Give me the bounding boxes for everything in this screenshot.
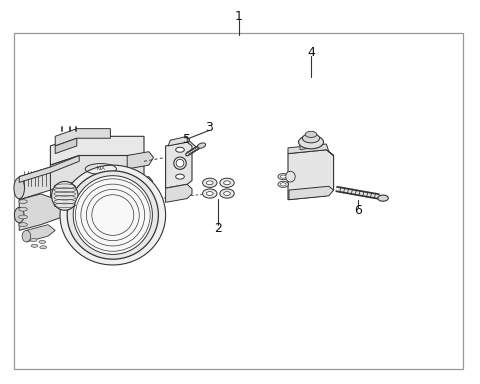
Ellipse shape: [96, 248, 104, 252]
Polygon shape: [55, 138, 77, 154]
Text: 6: 6: [354, 204, 361, 217]
Ellipse shape: [299, 136, 324, 149]
Ellipse shape: [174, 157, 186, 169]
Ellipse shape: [203, 189, 217, 198]
Ellipse shape: [14, 177, 24, 199]
Ellipse shape: [176, 147, 184, 152]
Polygon shape: [74, 196, 137, 228]
Ellipse shape: [19, 200, 27, 204]
Polygon shape: [50, 136, 144, 165]
Polygon shape: [50, 180, 144, 205]
Ellipse shape: [40, 246, 47, 249]
Ellipse shape: [280, 183, 286, 186]
Bar: [14, 33, 463, 369]
Ellipse shape: [220, 189, 234, 198]
Ellipse shape: [378, 195, 388, 201]
Polygon shape: [50, 156, 144, 190]
Polygon shape: [166, 142, 192, 188]
Polygon shape: [91, 230, 113, 250]
Ellipse shape: [176, 159, 184, 167]
Ellipse shape: [73, 176, 153, 254]
Ellipse shape: [19, 215, 27, 219]
Text: 5: 5: [183, 132, 191, 146]
Text: 4: 4: [307, 46, 315, 60]
Ellipse shape: [30, 238, 37, 242]
Text: 1: 1: [235, 10, 243, 23]
Ellipse shape: [31, 244, 38, 247]
Ellipse shape: [206, 192, 213, 195]
Polygon shape: [289, 186, 334, 200]
Ellipse shape: [19, 207, 27, 211]
Ellipse shape: [224, 192, 230, 195]
Polygon shape: [127, 177, 153, 192]
Ellipse shape: [39, 240, 46, 243]
Ellipse shape: [220, 178, 234, 187]
Ellipse shape: [278, 174, 288, 180]
Ellipse shape: [113, 246, 122, 250]
Ellipse shape: [22, 230, 31, 242]
Ellipse shape: [60, 165, 166, 265]
Ellipse shape: [286, 171, 295, 182]
Ellipse shape: [302, 134, 320, 143]
Polygon shape: [26, 225, 55, 242]
Polygon shape: [19, 194, 62, 230]
Ellipse shape: [203, 178, 217, 187]
Ellipse shape: [206, 181, 213, 185]
Text: KIA: KIA: [96, 166, 105, 172]
Ellipse shape: [19, 223, 27, 227]
Ellipse shape: [278, 181, 288, 187]
Ellipse shape: [176, 174, 184, 179]
Polygon shape: [110, 228, 124, 246]
Polygon shape: [288, 150, 334, 200]
Polygon shape: [300, 140, 322, 150]
Polygon shape: [166, 184, 192, 202]
Ellipse shape: [52, 182, 78, 210]
Ellipse shape: [14, 207, 24, 223]
Ellipse shape: [67, 171, 158, 259]
Text: 3: 3: [205, 121, 213, 134]
Polygon shape: [55, 129, 110, 146]
Polygon shape: [19, 167, 50, 200]
Polygon shape: [19, 156, 79, 182]
Ellipse shape: [280, 175, 286, 178]
Polygon shape: [168, 136, 187, 146]
Text: 2: 2: [215, 222, 222, 235]
Ellipse shape: [198, 143, 205, 148]
Ellipse shape: [305, 131, 317, 137]
Polygon shape: [127, 152, 154, 169]
Ellipse shape: [224, 181, 230, 185]
Polygon shape: [288, 144, 334, 156]
